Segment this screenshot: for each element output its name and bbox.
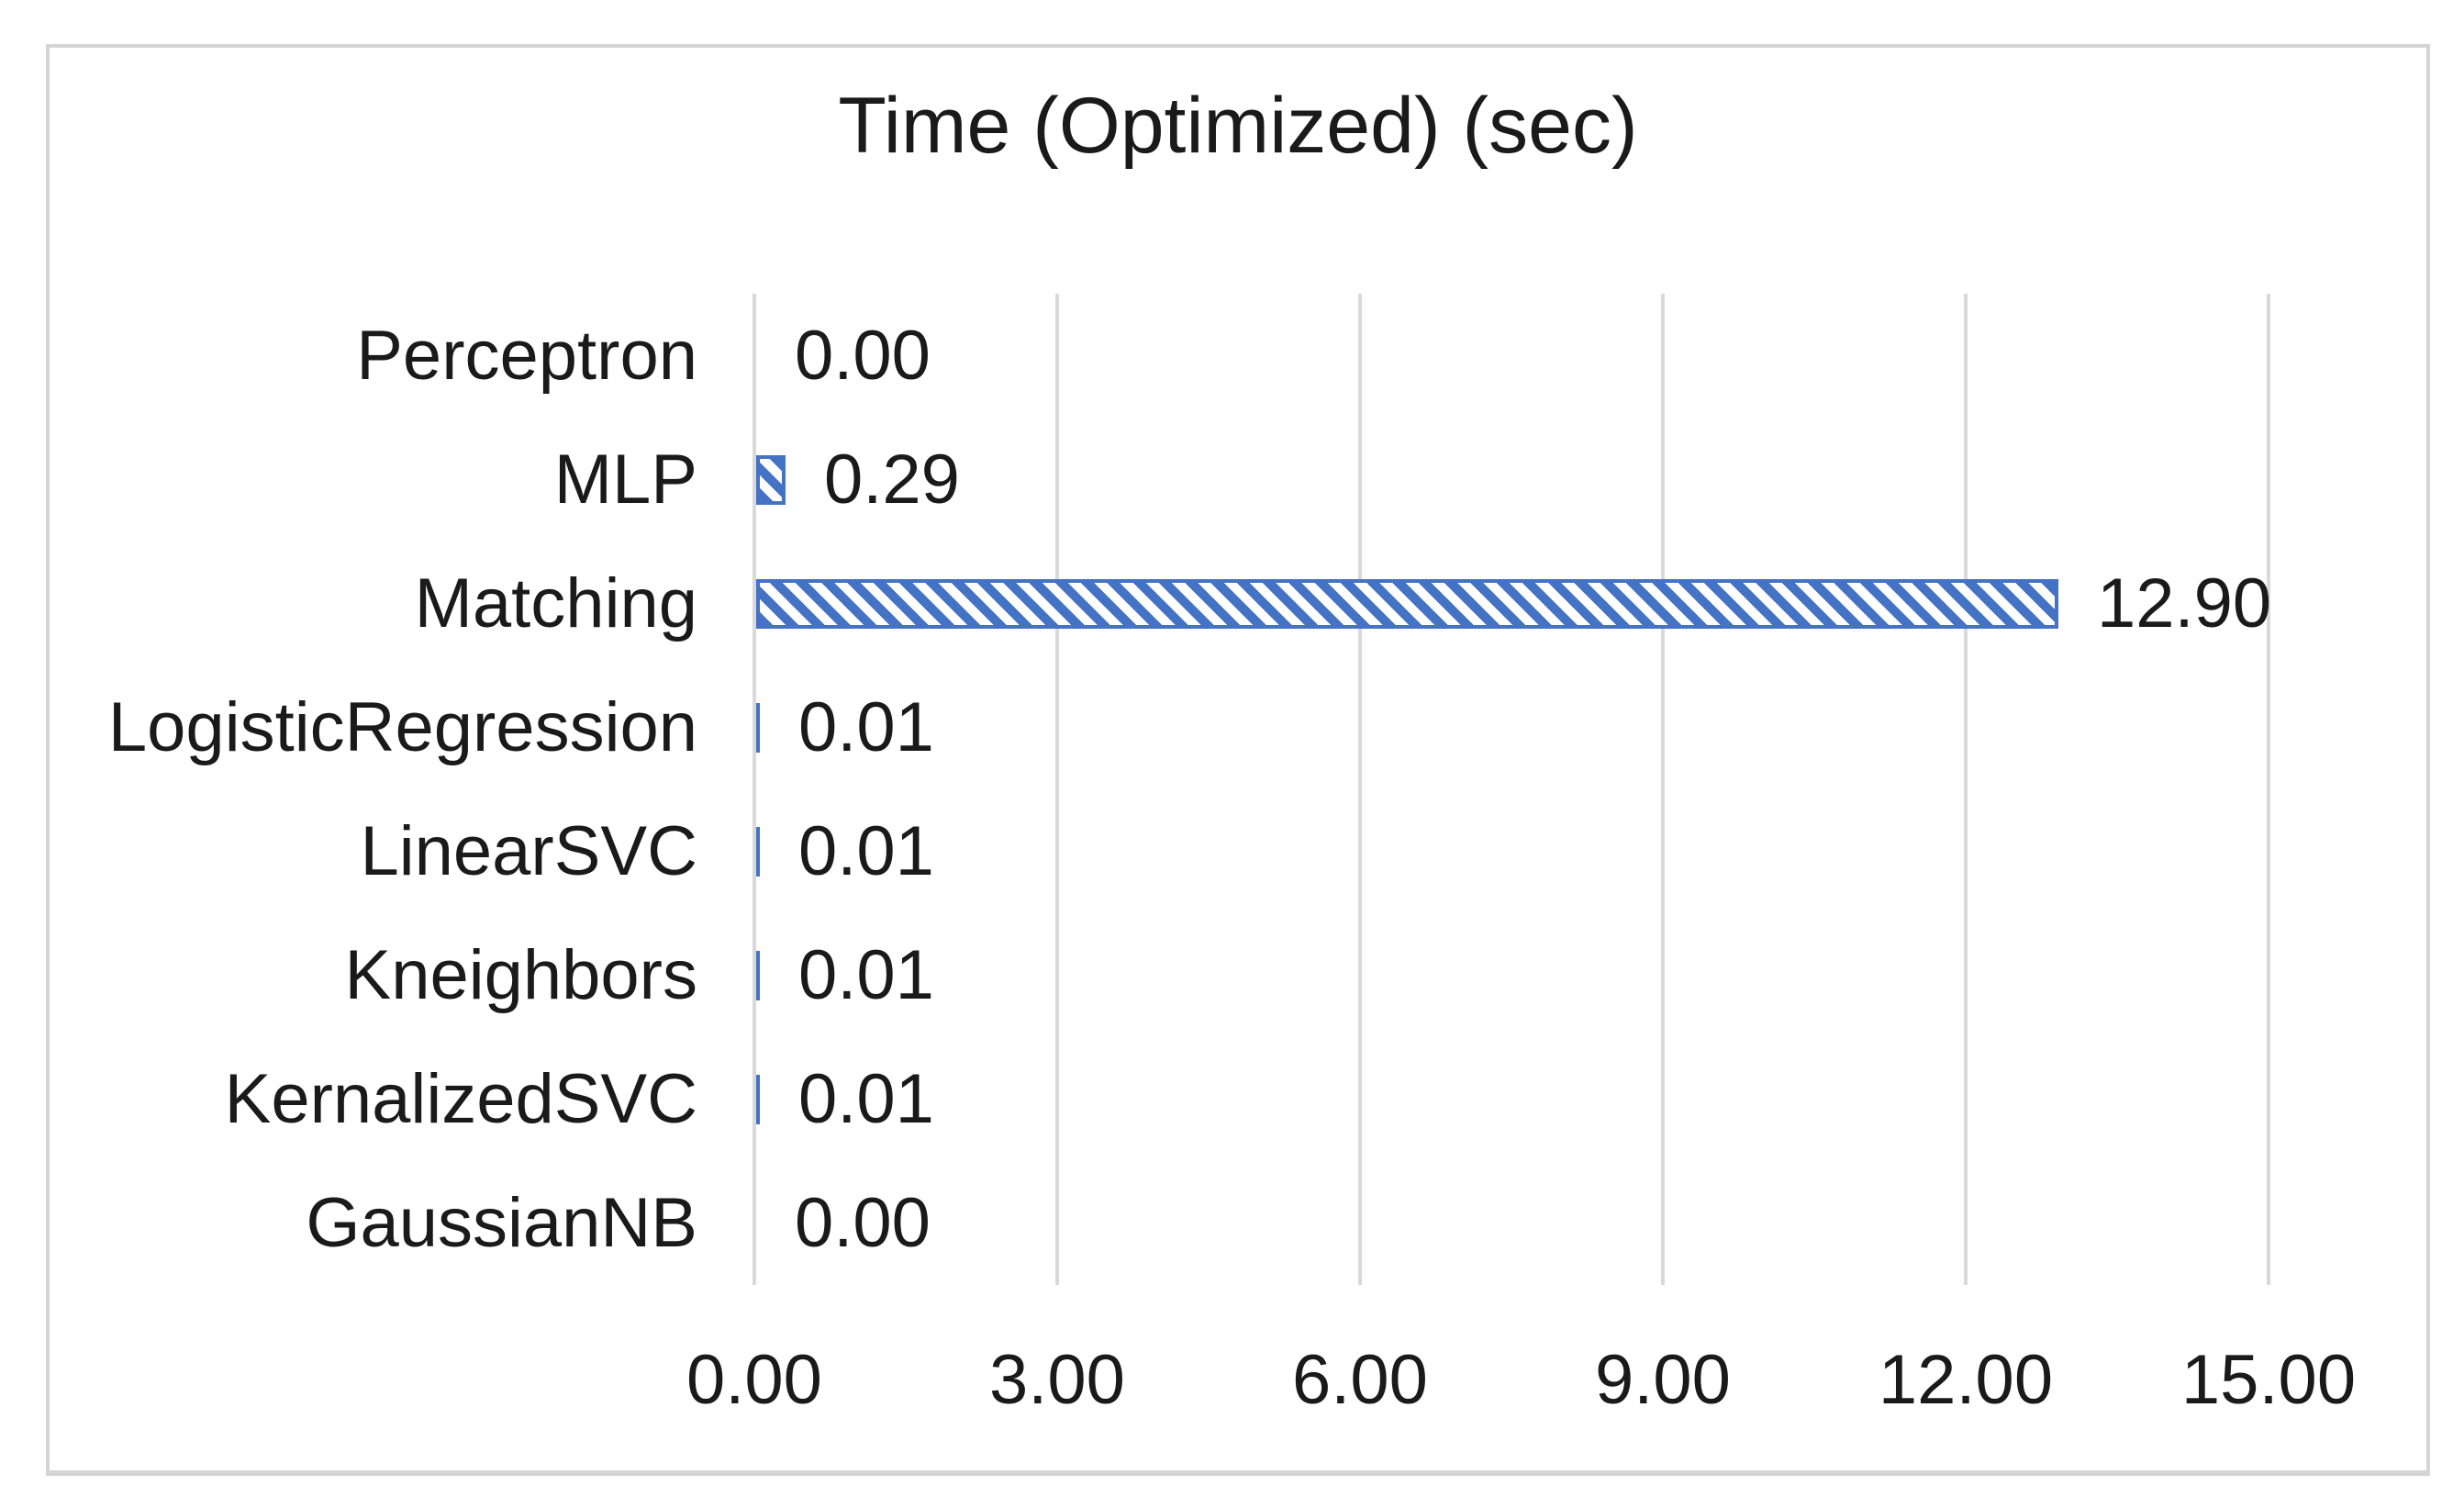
data-label: 0.01: [798, 688, 934, 766]
data-label: 0.29: [824, 441, 960, 519]
x-axis-tick-label: 6.00: [1292, 1341, 1428, 1419]
x-axis-tick-label: 9.00: [1595, 1341, 1731, 1419]
chart-frame: [46, 44, 2430, 1476]
category-label: LinearSVC: [360, 812, 697, 890]
data-label: 0.00: [795, 317, 931, 395]
bar: [756, 454, 786, 505]
gridline: [1964, 294, 1968, 1285]
bar: [756, 1074, 760, 1124]
x-axis-tick-label: 12.00: [1878, 1341, 2054, 1419]
category-label: GaussianNB: [306, 1184, 697, 1262]
bar: [756, 950, 760, 1000]
bar: [756, 826, 760, 877]
x-axis-tick-label: 15.00: [2180, 1341, 2357, 1419]
bar: [756, 702, 760, 753]
category-label: MLP: [553, 441, 697, 519]
data-label: 0.01: [798, 936, 934, 1014]
gridline: [1358, 294, 1362, 1285]
gridline: [2267, 294, 2270, 1285]
gridline: [1055, 294, 1059, 1285]
data-label: 0.01: [798, 812, 934, 890]
gridline: [1661, 294, 1665, 1285]
data-label: 0.00: [795, 1184, 931, 1262]
category-label: Perceptron: [356, 317, 697, 395]
category-label: Kneighbors: [344, 936, 698, 1014]
category-label: Matching: [414, 564, 697, 642]
x-axis-tick-label: 0.00: [686, 1341, 822, 1419]
category-label: LogisticRegression: [107, 688, 697, 766]
value-axis-line: [753, 294, 756, 1285]
bar: [756, 578, 2058, 629]
category-label: KernalizedSVC: [224, 1060, 697, 1138]
chart-title: Time (Optimized) (sec): [838, 82, 1638, 170]
data-label: 0.01: [798, 1060, 934, 1138]
x-axis-tick-label: 3.00: [989, 1341, 1125, 1419]
data-label: 12.90: [2097, 564, 2272, 642]
